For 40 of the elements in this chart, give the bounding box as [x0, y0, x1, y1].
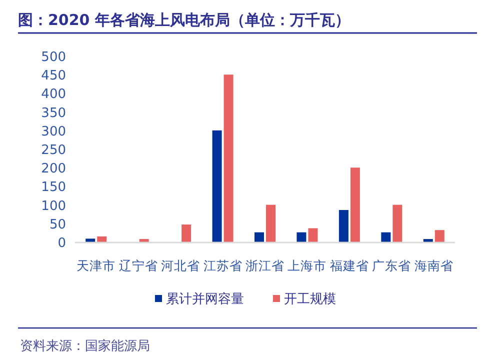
- bar: [139, 239, 149, 242]
- bar: [254, 232, 264, 242]
- bar: [86, 238, 96, 242]
- y-tick-label: 300: [41, 124, 66, 140]
- y-tick-label: 500: [41, 50, 66, 65]
- x-tick-label: 河北省: [161, 258, 200, 273]
- bar: [381, 232, 391, 242]
- y-tick-label: 400: [41, 87, 66, 102]
- bar: [97, 236, 107, 242]
- bar: [392, 204, 402, 242]
- legend-label: 开工规模: [284, 292, 336, 307]
- y-tick-label: 50: [49, 217, 66, 232]
- y-tick-label: 200: [41, 162, 66, 177]
- bar: [308, 228, 318, 242]
- bar: [338, 210, 348, 242]
- y-tick-label: 150: [41, 180, 66, 196]
- bar: [212, 130, 222, 242]
- y-tick-label: 0: [58, 236, 66, 251]
- y-tick-label: 100: [41, 198, 66, 214]
- x-tick-label: 海南省: [414, 258, 454, 273]
- bar: [182, 224, 192, 242]
- x-tick-label: 辽宁省: [118, 258, 158, 273]
- x-tick-label: 浙江省: [246, 258, 284, 273]
- bar: [296, 232, 306, 242]
- bar: [434, 230, 444, 242]
- y-tick-label: 350: [41, 106, 66, 121]
- x-tick-label: 江苏省: [203, 258, 242, 273]
- x-tick-label: 福建省: [330, 258, 369, 273]
- x-tick-label: 广东省: [372, 258, 412, 273]
- bar: [266, 204, 276, 242]
- legend-label: 累计并网容量: [166, 291, 244, 307]
- text: 资料来源：国家能源局: [20, 338, 150, 354]
- y-tick-label: 450: [41, 68, 66, 84]
- x-tick-label: 上海市: [288, 258, 327, 273]
- y-tick-label: 250: [41, 143, 66, 158]
- bar: [224, 74, 234, 242]
- x-tick-label: 天津市: [76, 258, 116, 273]
- bar: [423, 239, 433, 242]
- chart-title: 图：2020 年各省海上风电布局（单位：万千瓦）: [18, 11, 350, 29]
- bar: [350, 168, 360, 242]
